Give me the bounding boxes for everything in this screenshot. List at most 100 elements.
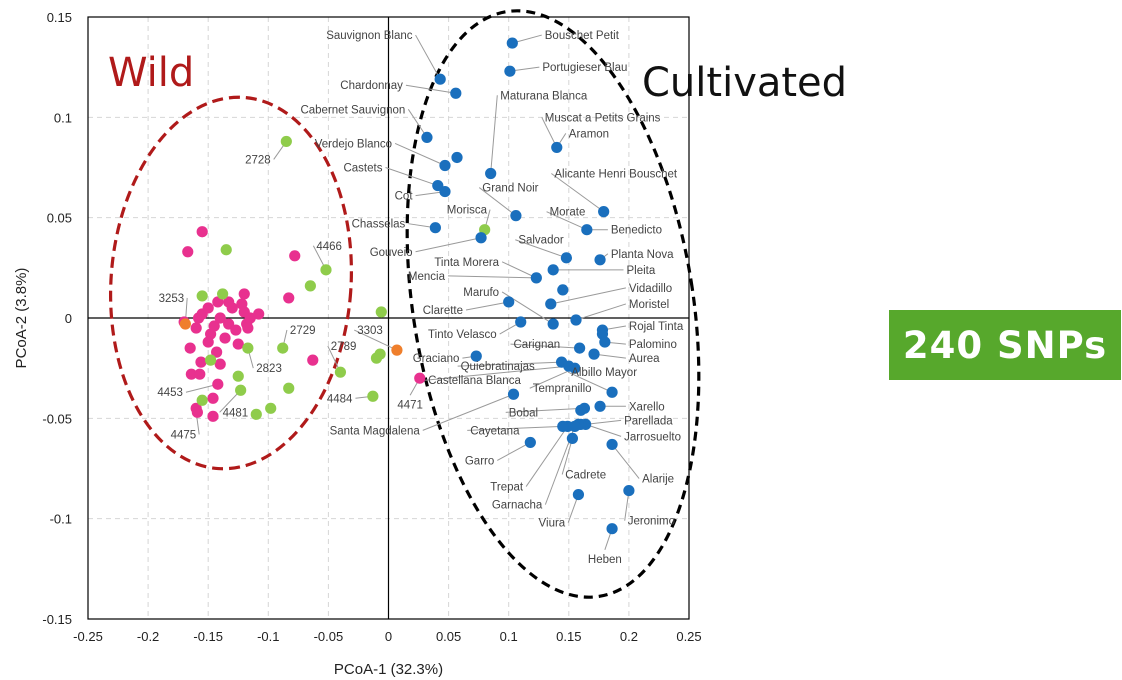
intermediate-point	[265, 402, 277, 414]
wild-point	[244, 312, 256, 324]
label-leader-line	[405, 84, 456, 94]
point-label: 4484	[327, 393, 353, 405]
cultivated-point	[470, 350, 482, 362]
point-label: 4471	[397, 399, 423, 411]
wild-point	[242, 322, 254, 334]
intermediate-point	[374, 348, 386, 360]
label-leader-line	[611, 444, 640, 479]
wild-point	[202, 336, 214, 348]
point-label: Heben	[588, 554, 622, 566]
point-label: Tinta Morera	[434, 257, 499, 269]
point-label: Bobal	[509, 407, 538, 419]
label-leader-line	[575, 303, 627, 321]
group-ellipses	[108, 9, 701, 599]
intermediate-point	[375, 306, 387, 318]
wild-point	[289, 250, 301, 262]
intermediate-point	[277, 342, 289, 354]
point-label: Grand Noir	[482, 183, 538, 195]
cultivated-point	[504, 65, 516, 77]
label-leader-line	[551, 173, 604, 213]
point-label: Graciano	[413, 353, 460, 365]
cultivated-point	[506, 37, 518, 49]
point-label: 2823	[256, 363, 282, 375]
wild-point	[184, 342, 196, 354]
label-leader-line	[550, 287, 627, 305]
label-leader-line	[394, 142, 446, 166]
wild-ellipse	[108, 95, 354, 471]
label-leader-line	[501, 261, 537, 279]
wild-point	[414, 372, 426, 384]
cultivated-point	[507, 388, 520, 400]
label-leader-line	[415, 237, 482, 253]
point-label: Morisca	[447, 205, 488, 217]
wild-point	[223, 296, 235, 308]
point-label: 4466	[316, 241, 342, 253]
cultivated-point	[575, 404, 587, 416]
cultivated-point	[421, 131, 433, 143]
cultivated-point	[547, 264, 559, 276]
plot-frame	[87, 16, 690, 620]
y-tick-label: 0	[65, 311, 72, 326]
wild-point	[212, 378, 224, 390]
cultivated-point	[551, 141, 563, 154]
point-label: Planta Nova	[611, 249, 674, 261]
label-leader-line	[385, 167, 438, 187]
zero-axes	[88, 17, 689, 619]
intermediate-point	[250, 408, 262, 420]
cultivated-point	[451, 151, 463, 164]
point-label: Palomino	[629, 339, 677, 351]
cultivated-point	[503, 296, 515, 308]
cultivated-point	[581, 224, 593, 236]
cultivated-ellipse	[405, 9, 701, 599]
intermediate-point	[280, 135, 292, 148]
cultivated-point	[569, 362, 581, 374]
point-label: Albillo Mayor	[571, 367, 637, 379]
wild-point	[214, 358, 226, 370]
x-tick-label: 0	[385, 629, 392, 644]
point-label: Gouveio	[370, 247, 413, 259]
intermediate-point	[205, 354, 217, 366]
point-label: 2789	[331, 341, 357, 353]
label-leader-line	[585, 423, 622, 437]
point-label: Xarello	[629, 401, 665, 413]
intermediate-point	[304, 280, 316, 292]
point-label: Muscat a Petits Grains	[545, 112, 661, 124]
label-leader-line	[561, 438, 573, 475]
intermediate-point	[320, 264, 332, 276]
label-leader-line	[497, 441, 531, 461]
x-tick-label: 0.2	[620, 629, 638, 644]
cultivated-point	[439, 159, 451, 172]
x-tick-label: -0.1	[257, 629, 279, 644]
intermediate-point	[196, 290, 208, 302]
point-label: 4453	[157, 387, 183, 399]
label-leader-line	[465, 301, 509, 311]
point-label: Alarije	[642, 474, 674, 486]
point-label: Chasselas	[352, 219, 406, 231]
label-leader-line	[425, 365, 569, 381]
tick-labels: -0.25 -0.2 -0.15 -0.1 -0.05 0 0.05 0.1 0.15 0.2 0.…	[42, 10, 701, 644]
cultivated-point	[450, 87, 462, 99]
label-leader-line	[585, 419, 622, 425]
wild-point	[185, 368, 197, 380]
intermediate-point	[220, 244, 232, 256]
point-label: Mencia	[408, 271, 446, 283]
point-label: Cabernet Sauvignon	[300, 104, 405, 116]
cultivated-point	[524, 436, 536, 449]
wild-point	[190, 322, 202, 334]
label-leader-line	[478, 187, 517, 217]
point-label: Cayetana	[470, 425, 520, 437]
wild-point	[194, 368, 206, 380]
point-label: Vidadillo	[629, 283, 672, 295]
wild-annotation: Wild	[108, 50, 194, 96]
point-label: Cot	[395, 191, 414, 203]
y-tick-label: -0.1	[50, 512, 72, 527]
x-axis-label: PCoA-1 (32.3%)	[334, 661, 443, 678]
wild-point	[202, 302, 214, 314]
cultivated-point	[547, 318, 559, 330]
cultivated-annotation: Cultivated	[642, 60, 847, 106]
label-leader-line	[415, 34, 441, 80]
intermediate-point	[242, 342, 254, 354]
x-tick-label: -0.15	[193, 629, 223, 644]
wild-point	[207, 410, 219, 422]
label-leader-line	[510, 343, 580, 349]
